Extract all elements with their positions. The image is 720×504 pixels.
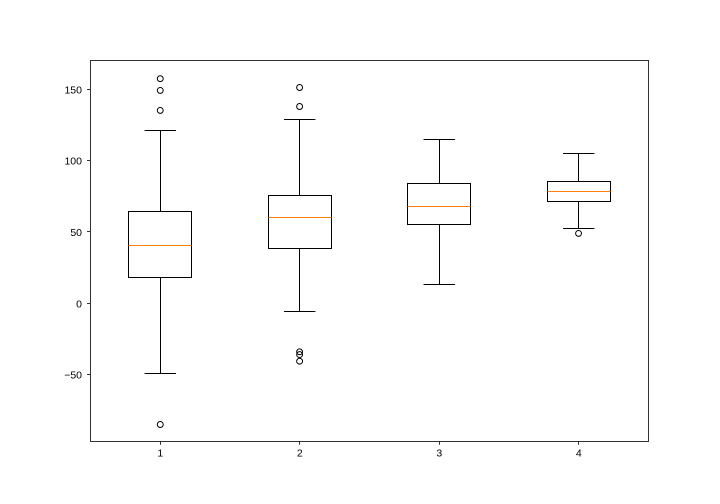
- svg-text:3: 3: [436, 447, 442, 459]
- svg-text:100: 100: [64, 156, 82, 168]
- svg-text:2: 2: [297, 447, 303, 459]
- svg-text:−50: −50: [64, 370, 82, 382]
- svg-text:150: 150: [64, 84, 82, 96]
- svg-text:1: 1: [157, 447, 163, 459]
- svg-text:0: 0: [76, 298, 82, 310]
- svg-text:50: 50: [70, 227, 82, 239]
- svg-text:4: 4: [576, 447, 582, 459]
